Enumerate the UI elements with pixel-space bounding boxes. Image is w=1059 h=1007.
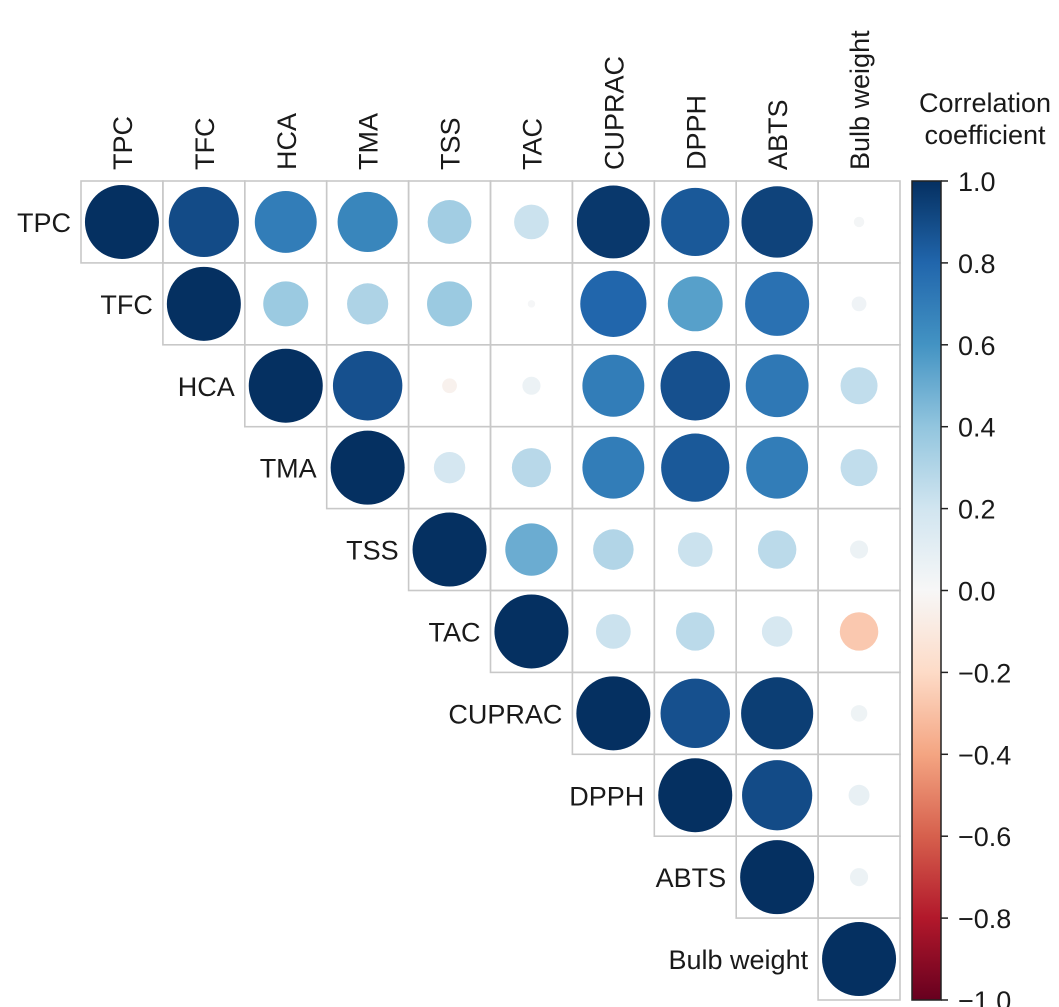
corr-circle-hca-hca xyxy=(248,348,323,423)
corr-circle-hca-dpph xyxy=(660,351,730,421)
corr-circle-tfc-tma xyxy=(347,283,389,325)
corr-circle-tma-dpph xyxy=(661,433,730,502)
corr-circle-hca-abts xyxy=(745,354,809,418)
colorbar-tick-label: 1.0 xyxy=(958,167,996,197)
row-label: Bulb weight xyxy=(669,945,809,975)
corr-circle-tss-bulb-weight xyxy=(849,540,869,559)
column-label: TFC xyxy=(190,118,220,170)
corr-circle-tpc-tac xyxy=(514,204,549,240)
corr-circle-tpc-hca xyxy=(254,190,317,253)
corr-circle-tfc-dpph xyxy=(667,276,723,332)
colorbar-tick-label: 0.2 xyxy=(958,495,996,525)
corr-circle-tfc-bulb-weight xyxy=(851,296,867,312)
column-label: TAC xyxy=(517,118,547,170)
corr-circle-tpc-abts xyxy=(741,186,813,258)
corr-circle-tma-tss xyxy=(433,451,466,484)
colorbar-tick-label: −0.6 xyxy=(958,822,1011,852)
colorbar-tick-label: −0.8 xyxy=(958,904,1011,934)
row-label: TFC xyxy=(100,290,152,320)
corr-circle-tma-tac xyxy=(511,448,552,488)
column-label: TSS xyxy=(436,117,466,170)
corr-circle-tfc-tss xyxy=(427,281,473,327)
corr-circle-abts-bulb-weight xyxy=(849,868,869,887)
corr-circle-bulb-weight-bulb-weight xyxy=(822,922,897,997)
colorbar-tick-label: 0.8 xyxy=(958,249,996,279)
corr-circle-tpc-tss xyxy=(427,200,472,244)
corr-circle-cuprac-dpph xyxy=(660,678,730,749)
corr-circle-tac-abts xyxy=(761,616,793,647)
corr-circle-tpc-cuprac xyxy=(576,185,650,259)
colorbar-title-line-1: Correlation xyxy=(919,88,1051,118)
corr-circle-tma-cuprac xyxy=(582,436,645,499)
corr-circle-tma-abts xyxy=(746,436,809,499)
corr-circle-tfc-tfc xyxy=(166,266,241,341)
colorbar-tick-label: 0.4 xyxy=(958,413,996,443)
corr-circle-dpph-dpph xyxy=(658,758,733,833)
corr-circle-tac-bulb-weight xyxy=(839,612,879,651)
corr-circle-tac-tac xyxy=(494,594,569,669)
row-label: CUPRAC xyxy=(448,699,562,729)
colorbar-gradient xyxy=(911,180,942,1001)
row-label: TPC xyxy=(17,208,71,238)
row-label: TSS xyxy=(346,536,399,566)
corr-circle-tpc-dpph xyxy=(661,187,730,257)
corr-circle-hca-tac xyxy=(522,376,541,395)
corr-circle-dpph-abts xyxy=(742,760,813,831)
corr-circle-tma-tma xyxy=(330,430,405,505)
grid-layer xyxy=(80,180,901,1001)
corr-circle-tpc-tpc xyxy=(84,184,159,259)
corr-circle-tss-tss xyxy=(412,512,487,587)
corr-circle-hca-bulb-weight xyxy=(840,367,878,405)
colorbar-tick-label: −1.0 xyxy=(958,986,1011,1007)
corr-circle-tfc-hca xyxy=(263,281,309,327)
colorbar-ticks: 1.0 0.8 0.6 0.4 0.2 0.0 −0.2 −0.4 −0.6 −0.8 −1.0 xyxy=(941,167,1011,1007)
corr-circle-cuprac-bulb-weight xyxy=(850,705,868,722)
column-label: ABTS xyxy=(763,99,793,170)
label-layer: TPC TFC HCA TMA TSS TAC CUPRAC DPPH ABTS Bulb wei… xyxy=(17,30,875,975)
colorbar-tick-label: 0.6 xyxy=(958,331,996,361)
corr-circle-abts-abts xyxy=(740,840,815,915)
corr-circle-tss-cuprac xyxy=(593,529,634,570)
corr-circle-dpph-bulb-weight xyxy=(848,784,870,806)
circle-layer xyxy=(84,184,897,997)
row-label: ABTS xyxy=(656,863,727,893)
corr-circle-hca-tma xyxy=(332,351,403,421)
corr-circle-tma-bulb-weight xyxy=(840,449,878,487)
row-label: DPPH xyxy=(569,781,644,811)
grid-cell xyxy=(817,917,901,1001)
corr-circle-hca-cuprac xyxy=(582,354,645,417)
corr-circle-cuprac-cuprac xyxy=(576,676,651,751)
corr-circle-tss-abts xyxy=(757,530,797,569)
row-label: HCA xyxy=(178,372,235,402)
corr-circle-tfc-cuprac xyxy=(580,270,647,337)
row-label: TMA xyxy=(260,454,317,484)
colorbar-title-line-2: coefficient xyxy=(924,120,1046,150)
column-label: Bulb weight xyxy=(845,30,875,170)
colorbar: Correlation coefficient 1.0 0.8 0.6 0.4 0.2 0… xyxy=(911,88,1051,1007)
corr-circle-hca-tss xyxy=(442,378,457,394)
colorbar-tick-label: −0.2 xyxy=(958,658,1011,688)
row-label: TAC xyxy=(429,617,481,647)
column-label: CUPRAC xyxy=(599,56,629,170)
column-label: HCA xyxy=(272,113,302,170)
corr-circle-tpc-bulb-weight xyxy=(853,216,865,228)
corr-circle-tfc-tac xyxy=(527,300,536,308)
corr-circle-tac-dpph xyxy=(676,612,715,651)
corr-circle-tac-cuprac xyxy=(596,614,631,649)
column-label: TMA xyxy=(354,113,384,170)
colorbar-tick-label: 0.0 xyxy=(958,577,996,607)
column-label: DPPH xyxy=(681,95,711,170)
corr-circle-tfc-abts xyxy=(745,271,810,336)
corr-circle-tpc-tma xyxy=(337,191,398,253)
corr-circle-tss-dpph xyxy=(677,532,713,567)
corr-circle-cuprac-abts xyxy=(741,677,814,750)
corr-circle-tpc-tfc xyxy=(168,186,239,258)
corr-circle-tss-tac xyxy=(505,523,558,576)
colorbar-tick-label: −0.4 xyxy=(958,740,1011,770)
column-label: TPC xyxy=(108,116,138,170)
